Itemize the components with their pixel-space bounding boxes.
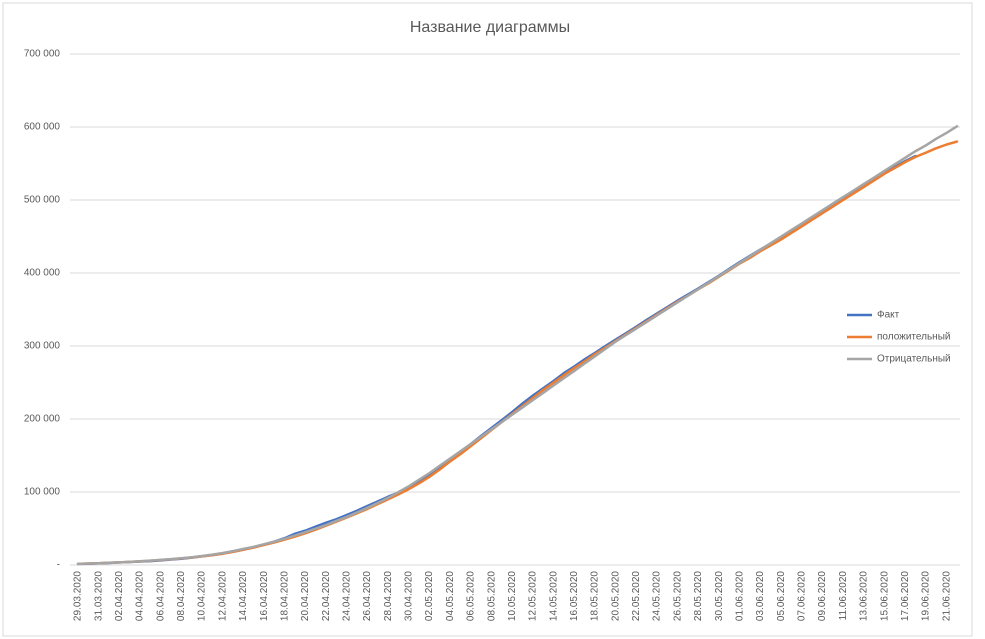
x-tick-label: 22.04.2020 (321, 571, 332, 621)
series-line (76, 125, 959, 566)
y-tick-label: 700 000 (24, 49, 61, 60)
x-tick-label: 26.05.2020 (672, 571, 683, 621)
x-tick-label: 26.04.2020 (362, 571, 373, 621)
x-tick-label: 06.04.2020 (155, 571, 166, 621)
legend-label: Факт (877, 310, 900, 321)
x-tick-label: 09.06.2020 (817, 571, 828, 621)
x-tick-label: 18.05.2020 (590, 571, 601, 621)
x-tick-label: 10.05.2020 (507, 571, 518, 621)
x-tick-label: 30.04.2020 (404, 571, 415, 621)
y-tick-label: 600 000 (24, 122, 61, 133)
x-tick-label: 21.06.2020 (941, 571, 952, 621)
x-tick-label: 19.06.2020 (921, 571, 932, 621)
x-tick-label: 02.04.2020 (114, 571, 125, 621)
x-tick-label: 05.06.2020 (776, 571, 787, 621)
x-tick-label: 04.05.2020 (445, 571, 456, 621)
x-tick-label: 30.05.2020 (714, 571, 725, 621)
x-tick-label: 20.04.2020 (300, 571, 311, 621)
y-tick-label: 400 000 (24, 268, 61, 279)
x-tick-label: 31.03.2020 (93, 571, 104, 621)
x-tick-label: 24.05.2020 (652, 571, 663, 621)
x-tick-label: 29.03.2020 (73, 571, 84, 621)
x-tick-label: 18.04.2020 (279, 571, 290, 621)
x-tick-label: 11.06.2020 (838, 571, 849, 621)
x-tick-label: 16.05.2020 (569, 571, 580, 621)
x-tick-label: 20.05.2020 (610, 571, 621, 621)
x-tick-label: 04.04.2020 (135, 571, 146, 621)
chart-title: Название диаграммы (410, 19, 570, 36)
legend-label: положительный (877, 332, 950, 343)
x-tick-label: 24.04.2020 (342, 571, 353, 621)
x-tick-label: 13.06.2020 (859, 571, 870, 621)
x-tick-label: 22.05.2020 (631, 571, 642, 621)
x-tick-label: 03.06.2020 (755, 571, 766, 621)
chart-frame (2, 2, 973, 637)
y-tick-label: 300 000 (24, 341, 61, 352)
x-tick-label: 02.05.2020 (424, 571, 435, 621)
legend-label: Отрицательный (877, 354, 951, 365)
x-tick-label: 28.04.2020 (383, 571, 394, 621)
y-tick-label: 100 000 (24, 487, 61, 498)
x-tick-label: 08.05.2020 (486, 571, 497, 621)
x-tick-label: 12.04.2020 (217, 571, 228, 621)
x-tick-label: 28.05.2020 (693, 571, 704, 621)
x-tick-label: 07.06.2020 (797, 571, 808, 621)
y-tick-label: 500 000 (24, 195, 61, 206)
x-tick-label: 12.05.2020 (528, 571, 539, 621)
x-tick-label: 16.04.2020 (259, 571, 270, 621)
x-tick-label: 10.04.2020 (197, 571, 208, 621)
x-tick-label: 17.06.2020 (900, 571, 911, 621)
x-tick-label: 06.05.2020 (466, 571, 477, 621)
x-tick-label: 14.04.2020 (238, 571, 249, 621)
x-tick-label: 01.06.2020 (734, 571, 745, 621)
x-tick-label: 08.04.2020 (176, 571, 187, 621)
y-tick-label: 200 000 (24, 414, 61, 425)
x-tick-label: 15.06.2020 (879, 571, 890, 621)
x-tick-label: 14.05.2020 (548, 571, 559, 621)
y-tick-label: - (57, 560, 60, 571)
